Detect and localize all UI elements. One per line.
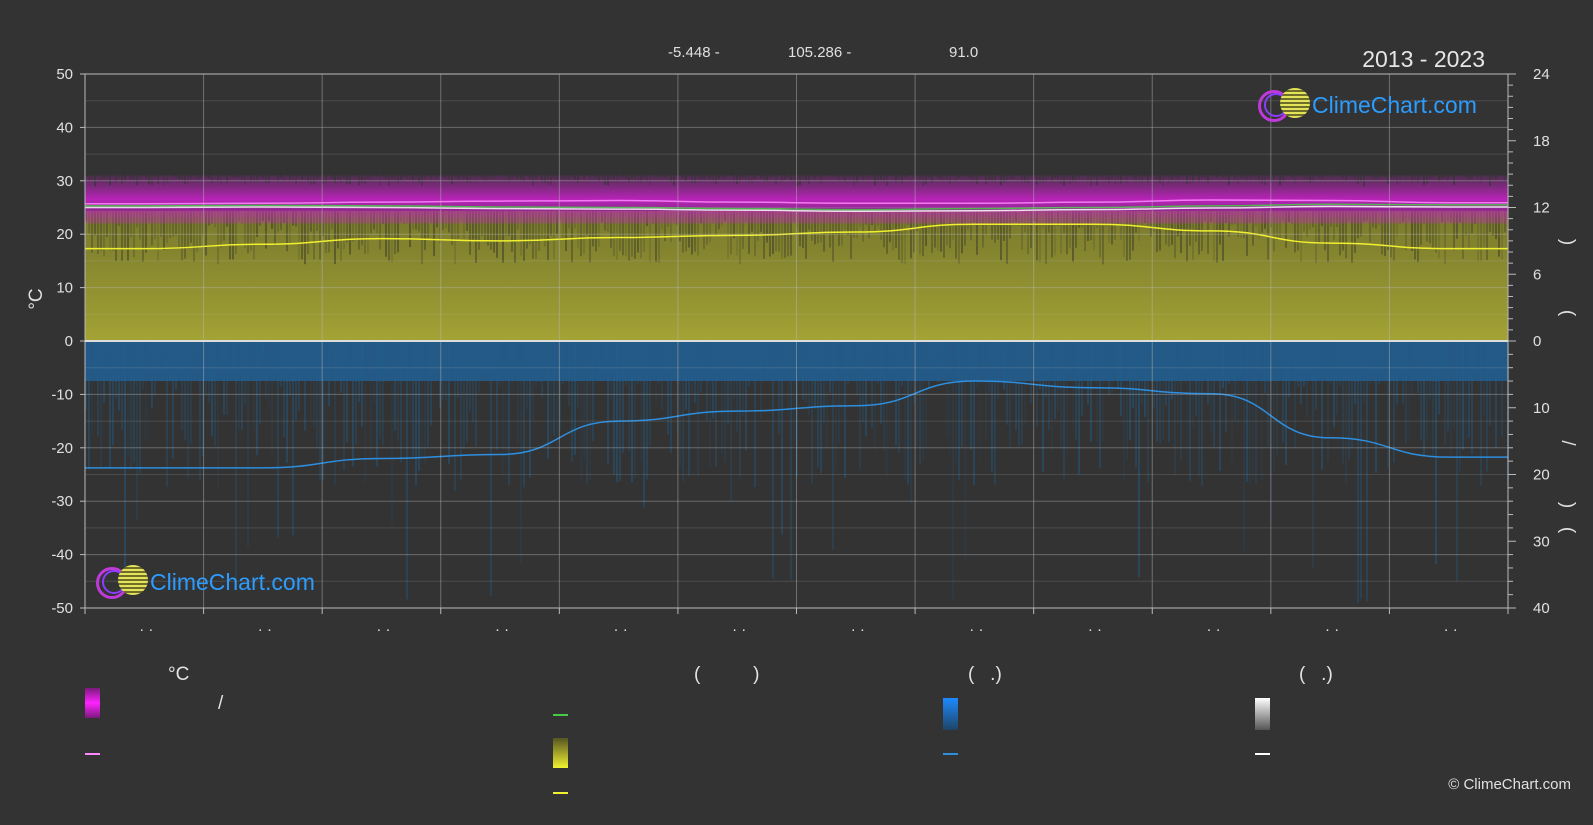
y-right-axis-title-glyph: ) (1557, 239, 1578, 245)
y-right-axis-title-glyph: / (1557, 440, 1578, 446)
y-left-tick-label: 0 (65, 333, 73, 350)
elevation-text: 91.0 (949, 44, 979, 61)
y-left-tick-label: -30 (51, 493, 73, 510)
x-month-label: · · (851, 621, 865, 638)
longitude-text: 105.286 - (788, 44, 852, 61)
x-month-label: · · (1206, 621, 1220, 638)
x-month-label: · · (1444, 621, 1458, 638)
y-right-hours-tick-label: 18 (1533, 133, 1550, 150)
legend-slash: / (218, 693, 224, 714)
sunshine-line (84, 223, 1508, 250)
climechart-logo-icon (1258, 88, 1310, 122)
y-left-tick-label: 30 (56, 173, 73, 190)
precipitation-area (85, 341, 1508, 382)
sunshine-area (85, 210, 1508, 341)
y-left-tick-label: 10 (56, 280, 73, 297)
y-right-axis-title-glyph: ( (1557, 310, 1578, 317)
legend-snow-range-swatch (1255, 698, 1270, 730)
legend-sun-line-swatch (553, 792, 568, 794)
x-month-label: · · (1088, 621, 1102, 638)
temp_max-line (85, 199, 1508, 205)
y-right-mm-tick-label: 30 (1533, 533, 1550, 550)
legend-head-temperature: °C (168, 664, 190, 685)
temp_min-line (85, 205, 1508, 212)
climechart-logo-icon (96, 565, 148, 599)
y-left-tick-label: 20 (56, 226, 73, 243)
y-right-hours-tick-label: 6 (1533, 266, 1541, 283)
y-right-mm-tick-label: 40 (1533, 600, 1550, 617)
x-month-label: · · (139, 621, 153, 638)
y-left-tick-label: -10 (51, 386, 73, 403)
copyright-text: © ClimeChart.com (1448, 776, 1571, 793)
y-right-mm-tick-label: 20 (1533, 467, 1550, 484)
y-left-tick-label: -50 (51, 600, 73, 617)
legend-temp-max-swatch (85, 753, 100, 755)
y-left-tick-label: -40 (51, 547, 73, 564)
period-title: 2013 - 2023 (1362, 46, 1485, 72)
x-month-label: · · (495, 621, 509, 638)
x-month-label: · · (1325, 621, 1339, 638)
latitude-text: -5.448 - (668, 44, 720, 61)
y-right-hours-tick-label: 24 (1533, 66, 1550, 83)
x-month-label: · · (969, 621, 983, 638)
x-month-label: · · (258, 621, 272, 638)
legend-snow-line-swatch (1255, 753, 1270, 755)
temp_mean-line (85, 203, 1508, 211)
y-right-hours-tick-label: 0 (1533, 333, 1541, 350)
legend-temp-mean-swatch (553, 714, 568, 716)
logo-text: ClimeChart.com (1312, 91, 1477, 118)
legend-sun-range-swatch (553, 738, 568, 768)
legend-head-snow: ( .) (1299, 664, 1333, 685)
legend-rain-line-swatch (943, 753, 958, 755)
y-left-axis-title: °C (26, 288, 47, 309)
y-right-axis-title-glyph: ) (1557, 502, 1578, 508)
legend-head-rain: ( .) (968, 664, 1002, 685)
logo-bottom-left[interactable]: ClimeChart.com (96, 565, 315, 599)
y-right-hours-tick-label: 12 (1533, 200, 1550, 217)
legend-rain-range-swatch (943, 698, 958, 730)
y-right-axis-title-glyph: ( (1557, 527, 1578, 534)
y-left-tick-label: -20 (51, 440, 73, 457)
logo-text: ClimeChart.com (150, 568, 315, 595)
x-month-label: · · (732, 621, 746, 638)
logo-top-right[interactable]: ClimeChart.com (1258, 88, 1477, 122)
y-left-tick-label: 40 (56, 119, 73, 136)
x-month-label: · · (376, 621, 390, 638)
x-month-label: · · (614, 621, 628, 638)
y-right-mm-tick-label: 10 (1533, 400, 1550, 417)
legend-temp-range-swatch (85, 688, 100, 718)
precipitation-line (85, 380, 1508, 469)
y-left-tick-label: 50 (56, 66, 73, 83)
legend-head-sunshine: ( ) (694, 664, 760, 685)
